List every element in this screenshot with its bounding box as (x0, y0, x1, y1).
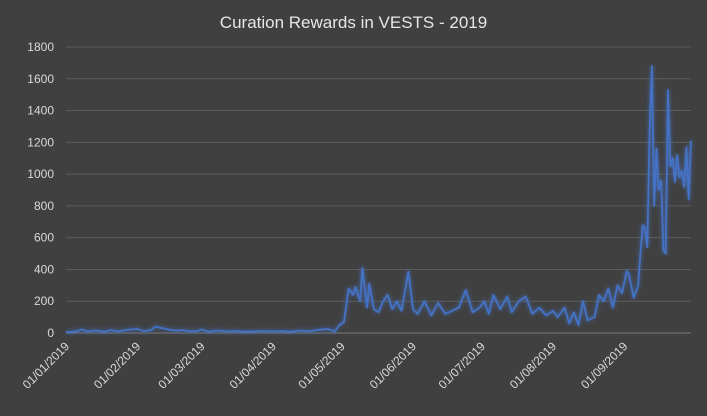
x-tick-label: 01/07/2019 (436, 339, 489, 392)
x-tick-label: 01/08/2019 (507, 339, 560, 392)
x-tick-label: 01/06/2019 (367, 339, 420, 392)
grid-lines (66, 46, 691, 334)
x-tick-label: 01/02/2019 (91, 339, 144, 392)
y-tick-label: 400 (34, 262, 54, 276)
y-tick-label: 1200 (27, 135, 54, 149)
y-axis-ticks: 0 200 400 600 800 1000 1200 1400 1600 1800 (27, 40, 54, 340)
y-tick-label: 600 (34, 231, 54, 245)
x-tick-label: 01/04/2019 (227, 339, 280, 392)
x-tick-label: 01/09/2019 (578, 339, 631, 392)
x-axis-ticks: 01/01/2019 01/02/2019 01/03/2019 01/04/2019… (20, 339, 631, 392)
x-tick-label: 01/05/2019 (295, 339, 348, 392)
x-tick-label: 01/01/2019 (20, 339, 73, 392)
x-tick-label: 01/03/2019 (155, 339, 208, 392)
series-layer (65, 65, 692, 334)
y-tick-label: 1600 (27, 72, 54, 86)
y-tick-label: 1400 (27, 104, 54, 118)
y-tick-label: 800 (34, 199, 54, 213)
chart-title: Curation Rewards in VESTS - 2019 (220, 13, 487, 32)
y-tick-label: 200 (34, 294, 54, 308)
series-line-0 (65, 65, 692, 334)
y-tick-label: 1800 (27, 40, 54, 54)
y-tick-label: 0 (47, 326, 54, 340)
y-tick-label: 1000 (27, 167, 54, 181)
